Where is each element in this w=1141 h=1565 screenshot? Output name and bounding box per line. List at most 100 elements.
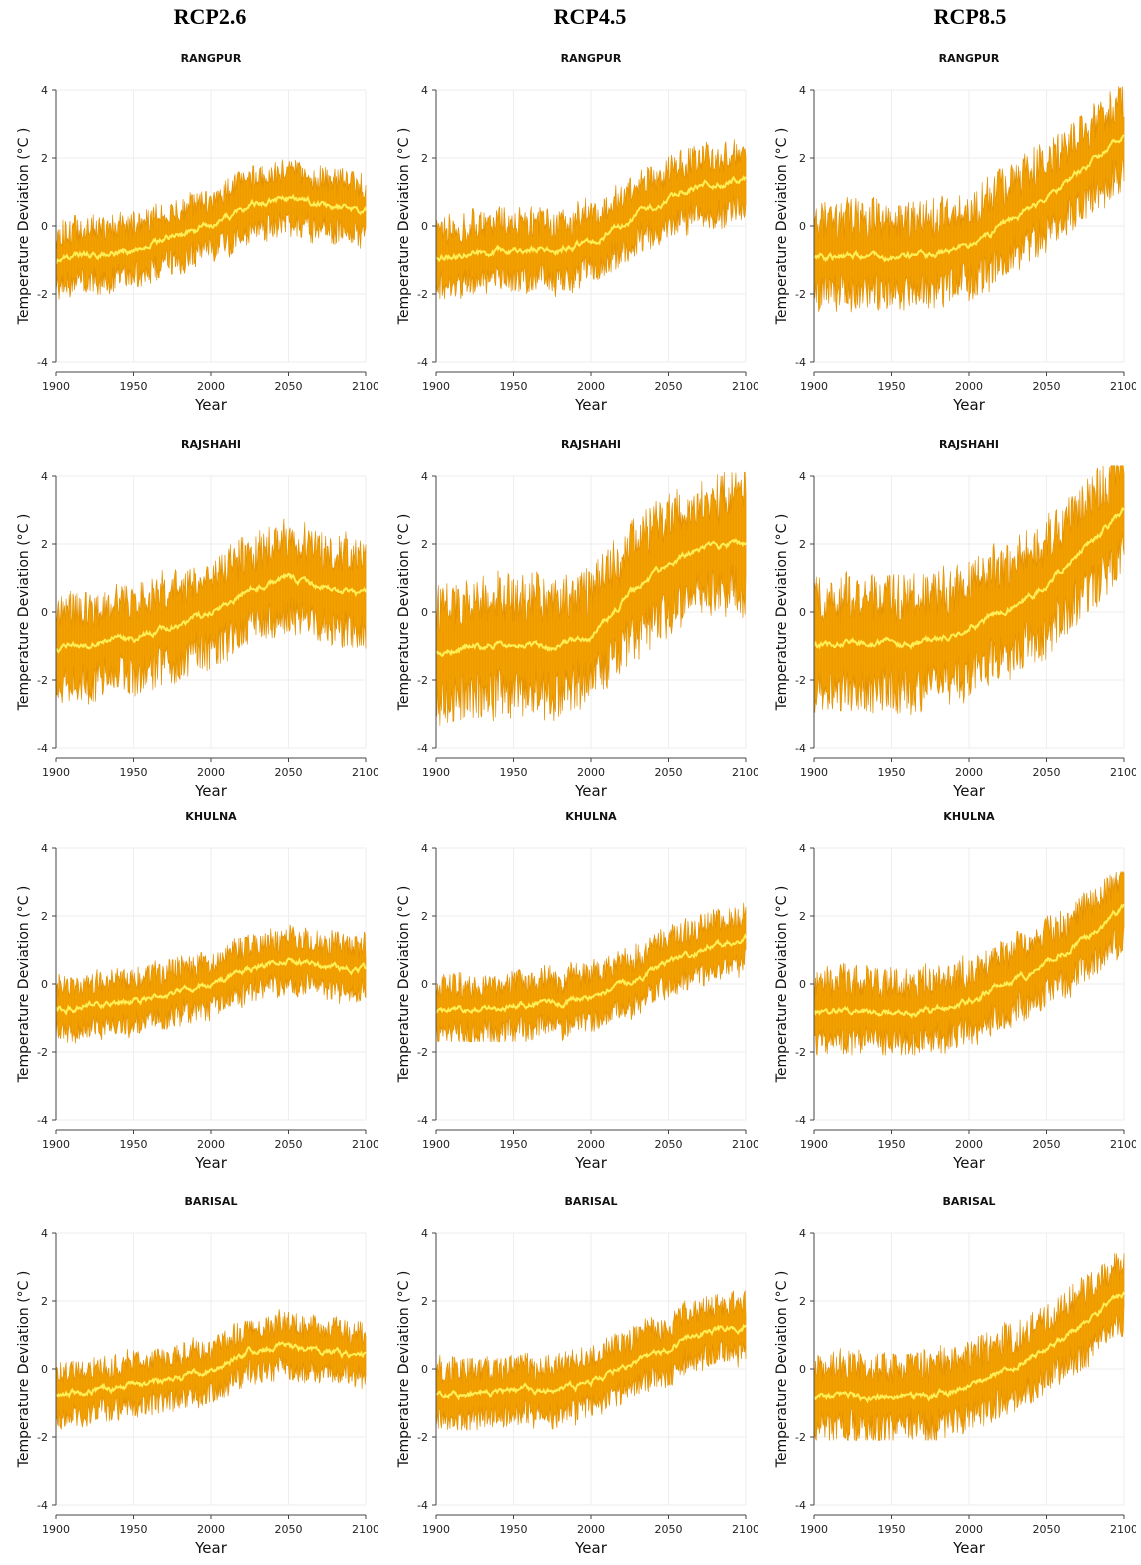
chart-rangpur-rcp45: RANGPUR -4 -2 0 2 4 1900 1950 2000 2050 2100 Year Te…	[396, 52, 758, 414]
x-tick-label: 2100	[352, 1138, 378, 1151]
x-tick-label: 2000	[955, 1523, 983, 1536]
y-tick-label: -4	[795, 742, 806, 755]
x-axis-label: Year	[194, 1154, 228, 1172]
chart-rajshahi-rcp45: RAJSHAHI -4 -2 0 2 4 1900 1950 2000 2050 2100 Year T…	[396, 438, 758, 800]
y-tick-label: 4	[799, 470, 806, 483]
x-tick-label: 2100	[732, 1138, 758, 1151]
x-tick-label: 2100	[732, 766, 758, 779]
x-tick-label: 1900	[42, 1523, 70, 1536]
y-tick-label: 4	[41, 842, 48, 855]
x-tick-label: 1900	[422, 1523, 450, 1536]
y-axis-label: Temperature Deviation (°C )	[396, 128, 412, 326]
y-tick-label: 2	[799, 538, 806, 551]
mean-line	[435, 1323, 747, 1401]
y-tick-label: 0	[41, 978, 48, 991]
y-axis-label: Temperature Deviation (°C )	[774, 128, 790, 326]
y-tick-label: -4	[37, 1114, 48, 1127]
y-tick-label: -2	[37, 1046, 48, 1059]
x-tick-label: 2050	[275, 1523, 303, 1536]
y-axis-label: Temperature Deviation (°C )	[774, 514, 790, 712]
panel-title: RAJSHAHI	[561, 438, 621, 451]
x-tick-label: 2000	[955, 1138, 983, 1151]
y-tick-label: 0	[421, 606, 428, 619]
x-tick-label: 2000	[577, 766, 605, 779]
panel-title: KHULNA	[185, 810, 237, 823]
x-tick-label: 1950	[120, 1138, 148, 1151]
x-tick-label: 2050	[275, 766, 303, 779]
panel-title: RAJSHAHI	[939, 438, 999, 451]
mean-line	[813, 506, 1125, 651]
x-tick-label: 2000	[577, 380, 605, 393]
x-tick-label: 2100	[352, 1523, 378, 1536]
panel-title: BARISAL	[565, 1195, 618, 1208]
y-tick-label: 0	[421, 1363, 428, 1376]
panel-title: RANGPUR	[181, 52, 242, 65]
y-axis-label: Temperature Deviation (°C )	[396, 1271, 412, 1469]
y-tick-label: 2	[421, 152, 428, 165]
y-tick-label: 0	[799, 220, 806, 233]
panel-title: KHULNA	[565, 810, 617, 823]
x-tick-label: 1950	[878, 766, 906, 779]
y-tick-label: -2	[37, 1431, 48, 1444]
y-tick-label: 2	[41, 538, 48, 551]
y-tick-label: 4	[799, 84, 806, 97]
x-tick-label: 1900	[800, 380, 828, 393]
mean-line	[435, 175, 747, 263]
y-tick-label: 4	[41, 470, 48, 483]
x-tick-label: 1900	[422, 1138, 450, 1151]
y-tick-label: -4	[37, 1499, 48, 1512]
y-tick-label: 0	[799, 606, 806, 619]
mean-line	[813, 1291, 1125, 1404]
y-tick-label: -4	[795, 1114, 806, 1127]
scenario-header-rcp26: RCP2.6	[173, 4, 247, 29]
y-axis-label: Temperature Deviation (°C )	[16, 514, 32, 712]
y-tick-label: -4	[417, 356, 428, 369]
scenario-header-rcp85: RCP8.5	[933, 4, 1007, 29]
x-tick-label: 1900	[422, 766, 450, 779]
y-tick-label: 4	[421, 1227, 428, 1240]
y-tick-label: -2	[37, 674, 48, 687]
y-tick-label: -2	[795, 1431, 806, 1444]
mean-line	[55, 957, 367, 1016]
x-tick-label: 1950	[500, 766, 528, 779]
x-tick-label: 2000	[955, 766, 983, 779]
x-tick-label: 2050	[275, 1138, 303, 1151]
chart-barisal-rcp26: BARISAL -4 -2 0 2 4 1900 1950 2000 2050 2100 Year Te…	[16, 1195, 378, 1557]
panel-title: RANGPUR	[561, 52, 622, 65]
y-tick-label: 0	[41, 606, 48, 619]
x-tick-label: 1900	[800, 766, 828, 779]
y-tick-label: -2	[417, 1431, 428, 1444]
y-tick-label: -2	[795, 288, 806, 301]
x-axis-label: Year	[952, 1539, 986, 1557]
y-tick-label: 2	[799, 1295, 806, 1308]
x-tick-label: 2100	[732, 1523, 758, 1536]
x-tick-label: 1900	[42, 380, 70, 393]
x-tick-label: 1900	[42, 1138, 70, 1151]
chart-rangpur-rcp85: RANGPUR -4 -2 0 2 4 1900 1950 2000 2050 2100 Year Te…	[774, 52, 1136, 414]
chart-barisal-rcp45: BARISAL -4 -2 0 2 4 1900 1950 2000 2050 2100 Year Te…	[396, 1195, 758, 1557]
y-tick-label: -2	[795, 674, 806, 687]
y-axis-label: Temperature Deviation (°C )	[16, 886, 32, 1084]
x-axis-label: Year	[574, 1539, 608, 1557]
x-tick-label: 2050	[1033, 1523, 1061, 1536]
x-tick-label: 2050	[275, 380, 303, 393]
x-tick-label: 2100	[1110, 380, 1136, 393]
chart-rajshahi-rcp85: RAJSHAHI -4 -2 0 2 4 1900 1950 2000 2050 2100 Year T…	[774, 438, 1136, 800]
x-tick-label: 1950	[878, 1523, 906, 1536]
x-axis-label: Year	[574, 1154, 608, 1172]
panel-title: KHULNA	[943, 810, 995, 823]
y-tick-label: -4	[417, 1114, 428, 1127]
chart-rangpur-rcp26: RANGPUR -4 -2 0 2 4 1900 1950 2000 2050 2100 Year Te…	[16, 52, 378, 414]
y-tick-label: 0	[421, 220, 428, 233]
x-tick-label: 2000	[955, 380, 983, 393]
y-tick-label: 2	[421, 538, 428, 551]
y-axis-label: Temperature Deviation (°C )	[16, 1271, 32, 1469]
y-tick-label: 4	[799, 842, 806, 855]
x-tick-label: 1950	[500, 380, 528, 393]
x-tick-label: 1950	[120, 766, 148, 779]
x-axis-label: Year	[194, 396, 228, 414]
x-tick-label: 2050	[655, 380, 683, 393]
x-tick-label: 2100	[352, 380, 378, 393]
y-tick-label: -4	[37, 356, 48, 369]
y-tick-label: -4	[795, 1499, 806, 1512]
